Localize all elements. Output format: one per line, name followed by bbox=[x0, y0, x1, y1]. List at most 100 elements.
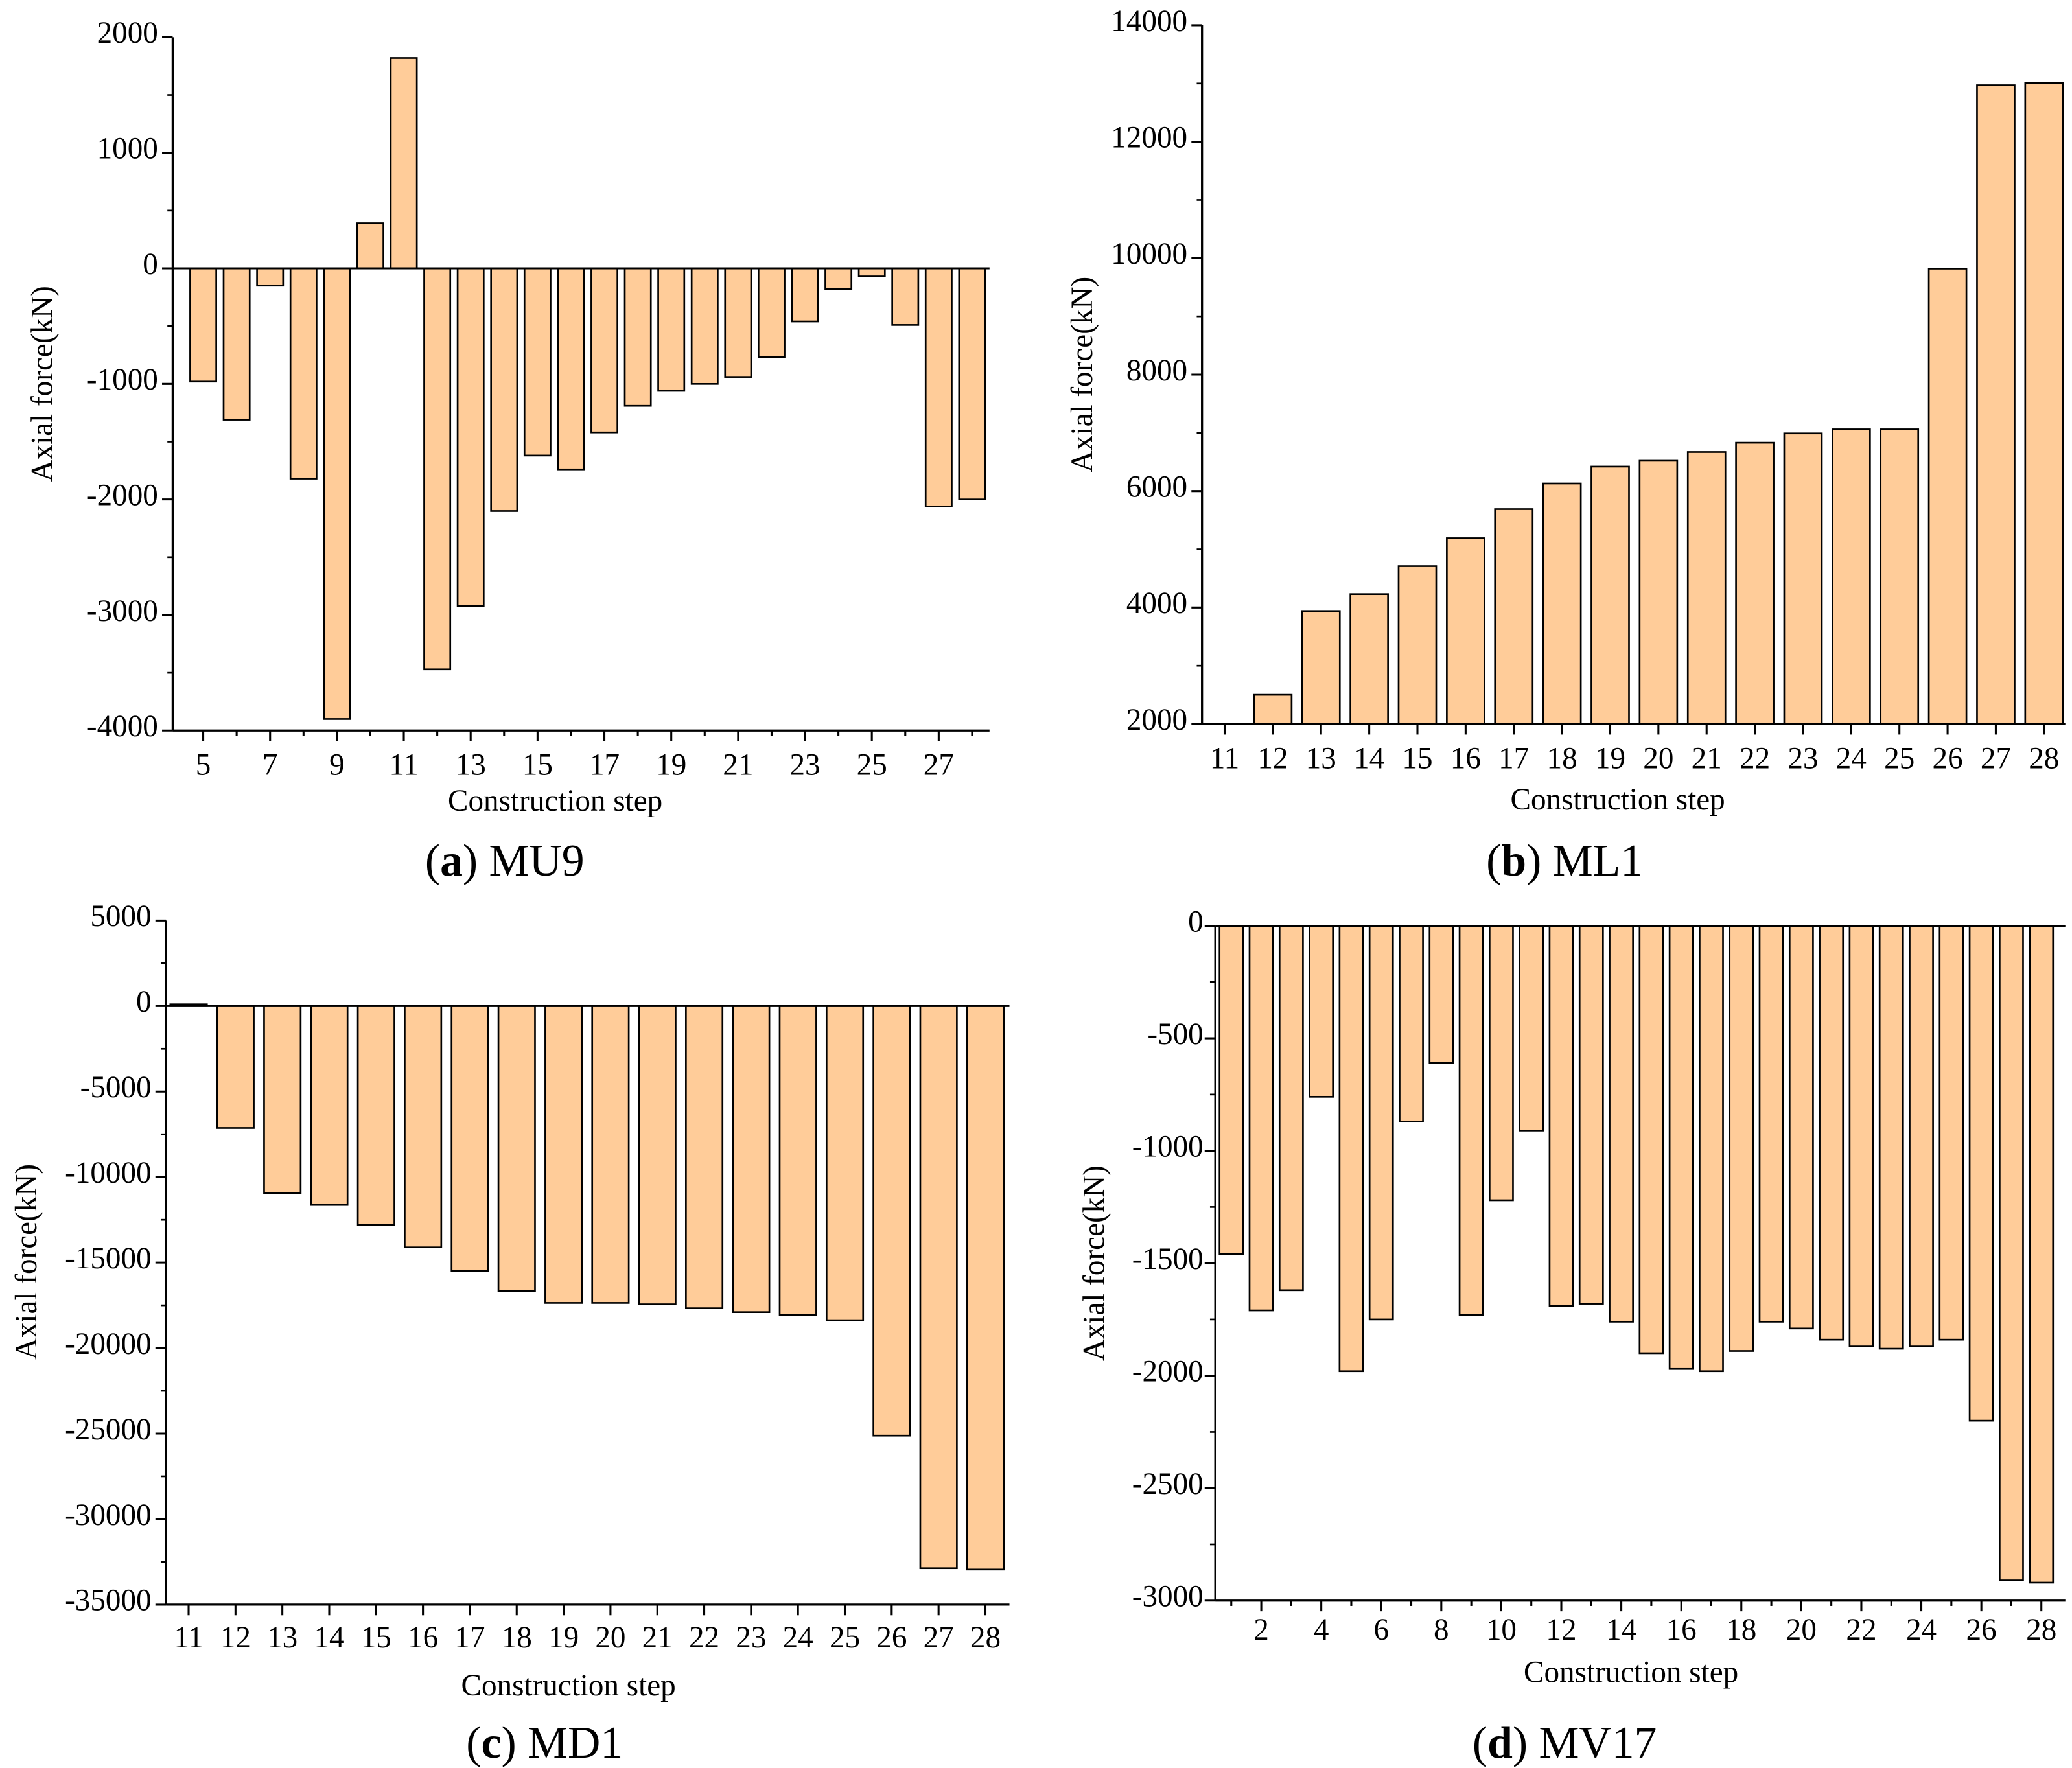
bar-c-step-28 bbox=[966, 1005, 1005, 1571]
bar-a-step-22 bbox=[757, 267, 786, 358]
x-tick-label-d: 10 bbox=[1486, 1613, 1517, 1647]
caption-member-name: ) MV17 bbox=[1513, 1718, 1657, 1768]
bar-a-step-24 bbox=[824, 267, 853, 290]
x-tick-label-c: 20 bbox=[595, 1621, 625, 1655]
y-tick-label-c: -5000 bbox=[80, 1071, 152, 1104]
x-tick-label-c: 12 bbox=[220, 1621, 251, 1655]
x-tick-label-d: 4 bbox=[1314, 1613, 1329, 1647]
bars-b bbox=[1205, 82, 2064, 725]
bar-b-step-19 bbox=[1590, 465, 1630, 725]
bar-d-step-22 bbox=[1848, 925, 1874, 1347]
x-tick-label-b: 24 bbox=[1836, 741, 1867, 775]
bar-a-step-27 bbox=[924, 267, 953, 507]
y-tick-label-b: 8000 bbox=[1126, 354, 1187, 388]
x-tick-label-c: 24 bbox=[783, 1621, 813, 1655]
y-tick-label-b: 14000 bbox=[1111, 5, 1187, 38]
x-tick-label-b: 22 bbox=[1740, 741, 1770, 775]
y-tick-label-c: -20000 bbox=[65, 1327, 152, 1361]
y-axis-title-a: Axial force(kN) bbox=[26, 286, 60, 482]
y-tick-label-c: -35000 bbox=[65, 1584, 152, 1618]
bar-c-step-12 bbox=[216, 1005, 255, 1129]
bar-b-step-16 bbox=[1446, 537, 1485, 725]
bar-a-step-18 bbox=[623, 267, 652, 407]
bar-d-step-11 bbox=[1519, 925, 1544, 1132]
bar-b-step-12 bbox=[1253, 693, 1293, 725]
caption-d: (d) MV17 bbox=[1473, 1718, 1657, 1768]
x-tick-label-b: 11 bbox=[1210, 741, 1239, 775]
bar-d-step-27 bbox=[1999, 925, 2024, 1581]
x-tick-label-b: 16 bbox=[1450, 741, 1481, 775]
chart-b: 2000 4000 6000 8000 10000 12000 14000 11 12 13 14 1… bbox=[1065, 5, 2066, 886]
x-tick-label-a: 21 bbox=[723, 749, 753, 782]
bar-a-step-5 bbox=[189, 267, 217, 383]
bar-b-step-22 bbox=[1735, 441, 1775, 725]
bar-d-step-2 bbox=[1248, 925, 1274, 1312]
bars-c bbox=[169, 1003, 1005, 1571]
y-tick-label-d: 0 bbox=[1188, 905, 1204, 938]
x-tick-label-c: 22 bbox=[689, 1621, 719, 1655]
bar-b-step-25 bbox=[1880, 428, 1920, 725]
caption-member-name: ) MU9 bbox=[463, 836, 585, 886]
x-tick-label-b: 18 bbox=[1547, 741, 1577, 775]
bar-a-step-12 bbox=[423, 267, 452, 671]
x-tick-label-a: 13 bbox=[456, 749, 486, 782]
bar-d-step-21 bbox=[1819, 925, 1845, 1341]
x-tick-label-b: 26 bbox=[1933, 741, 1963, 775]
y-tick-label-d: -1500 bbox=[1132, 1242, 1204, 1276]
caption-open-paren: ( bbox=[1473, 1718, 1487, 1768]
y-tick-label-a: 1000 bbox=[97, 132, 158, 166]
bar-a-step-11 bbox=[390, 57, 418, 270]
bar-d-step-14 bbox=[1609, 925, 1634, 1323]
y-tick-label-d: -500 bbox=[1147, 1018, 1203, 1051]
bar-a-step-13 bbox=[456, 267, 485, 607]
bar-a-step-19 bbox=[657, 267, 686, 392]
bar-a-step-7 bbox=[256, 267, 285, 287]
x-axis-title-c: Construction step bbox=[461, 1669, 676, 1703]
bar-b-step-14 bbox=[1349, 593, 1389, 725]
y-tick-label-b: 6000 bbox=[1126, 471, 1187, 504]
x-tick-label-d: 2 bbox=[1253, 1613, 1269, 1647]
bar-c-step-18 bbox=[497, 1005, 536, 1292]
x-axis-title-b: Construction step bbox=[1511, 783, 1725, 817]
x-tick-label-b: 27 bbox=[1981, 741, 2011, 775]
bar-a-step-15 bbox=[523, 267, 552, 457]
x-axis-title-a: Construction step bbox=[448, 784, 662, 818]
x-tick-label-d: 18 bbox=[1726, 1613, 1756, 1647]
bar-c-step-27 bbox=[919, 1005, 958, 1570]
x-tick-label-c: 21 bbox=[642, 1621, 673, 1655]
x-tick-label-c: 27 bbox=[924, 1621, 954, 1655]
x-tick-label-a: 25 bbox=[857, 749, 887, 782]
x-tick-label-c: 13 bbox=[267, 1621, 297, 1655]
x-tick-label-a: 23 bbox=[789, 749, 820, 782]
bar-b-step-17 bbox=[1494, 508, 1534, 725]
y-tick-label-b: 12000 bbox=[1111, 121, 1187, 154]
bar-a-step-8 bbox=[289, 267, 318, 480]
x-tick-label-b: 28 bbox=[2029, 741, 2059, 775]
x-tick-label-c: 18 bbox=[502, 1621, 532, 1655]
x-tick-label-d: 6 bbox=[1373, 1613, 1389, 1647]
x-tick-label-d: 16 bbox=[1666, 1613, 1697, 1647]
x-tick-label-a: 17 bbox=[589, 749, 620, 782]
bar-d-step-3 bbox=[1278, 925, 1304, 1292]
x-tick-label-d: 8 bbox=[1434, 1613, 1449, 1647]
bar-c-step-16 bbox=[404, 1005, 443, 1248]
x-tick-label-c: 11 bbox=[174, 1621, 203, 1655]
x-axis-title-d: Construction step bbox=[1524, 1655, 1738, 1689]
bar-a-step-25 bbox=[857, 267, 886, 277]
x-tick-label-a: 9 bbox=[329, 749, 345, 782]
y-tick-label-c: -25000 bbox=[65, 1413, 152, 1447]
caption-member-name: ) MD1 bbox=[501, 1718, 623, 1768]
bar-b-step-23 bbox=[1783, 432, 1823, 725]
x-tick-label-b: 14 bbox=[1354, 741, 1384, 775]
caption-b: (b) ML1 bbox=[1486, 836, 1643, 886]
bar-a-step-17 bbox=[590, 267, 618, 434]
bar-d-step-20 bbox=[1788, 925, 1814, 1330]
x-tick-label-a: 11 bbox=[389, 749, 418, 782]
y-axis-title-b: Axial force(kN) bbox=[1065, 277, 1099, 472]
caption-panel-letter: b bbox=[1501, 836, 1526, 886]
bar-c-step-21 bbox=[638, 1005, 677, 1305]
x-tick-label-d: 22 bbox=[1846, 1613, 1876, 1647]
bar-d-step-15 bbox=[1638, 925, 1664, 1355]
